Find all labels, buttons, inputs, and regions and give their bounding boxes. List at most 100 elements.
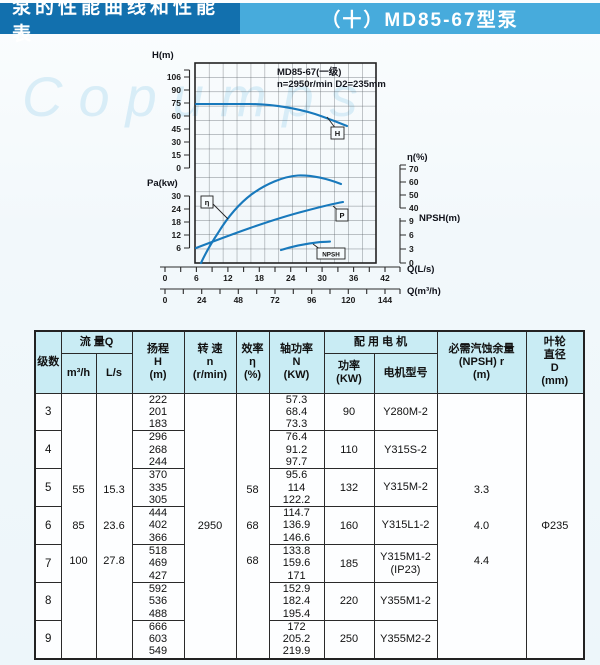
eta-axis-bracket	[399, 164, 406, 209]
pa-axis-label: Pa(kw)	[147, 178, 178, 189]
shaft-power-value: 73.3	[285, 418, 308, 431]
qls-axis-label: Q(L/s)	[407, 264, 434, 275]
head-value: 488	[148, 607, 168, 620]
tick-label: 50	[409, 190, 419, 200]
shaft-power-value: 159.6	[282, 557, 311, 570]
motor-power-cell: 90	[323, 392, 375, 432]
tick-label: 0	[163, 295, 168, 305]
col-header-shaft-power: 轴功率 N (KW)	[268, 330, 325, 394]
motor-model-cell: Y315M-2	[373, 468, 438, 508]
head-value: 536	[148, 595, 168, 608]
shaft-power-value: 152.9	[282, 582, 311, 595]
motor-power-cell: 132	[323, 468, 375, 508]
efficiency-merged-cell: 58 68 68	[235, 392, 270, 660]
tick-label: 15	[172, 150, 182, 160]
npsh-axis-ticks: 9 6 3 0	[409, 216, 414, 268]
head-value: 222	[148, 393, 168, 406]
table-row: 9 666 603 549 172 205.2 219.9 250 Y355M2…	[34, 619, 584, 660]
shaft-power-value: 133.8	[282, 545, 311, 558]
tick-label: 6	[409, 230, 414, 240]
npsh-axis-bracket	[399, 218, 406, 264]
col-header-flow-group: 流 量Q	[60, 330, 133, 354]
flow-m3h-value: 100	[69, 555, 88, 568]
tick-label: 42	[380, 273, 390, 283]
npsh-curve-label: NPSH	[322, 252, 340, 259]
performance-table: 级数 流 量Q 扬程 H (m) 转 速 n (r/min) 效率 η (%) …	[34, 330, 586, 660]
tick-label: 144	[378, 295, 392, 305]
tick-label: 36	[349, 273, 359, 283]
head-value: 366	[148, 531, 168, 544]
efficiency-value: 68	[246, 555, 259, 568]
tick-label: 60	[172, 111, 182, 121]
head-value: 549	[148, 645, 168, 658]
shaft-power-value: 122.2	[282, 493, 311, 506]
p-curve	[194, 200, 345, 250]
tick-label: 90	[172, 85, 182, 95]
tick-label: 60	[409, 177, 419, 187]
speed-value: 2950	[197, 519, 223, 532]
shaft-power-value: 57.3	[285, 393, 308, 406]
head-value: 370	[148, 469, 168, 482]
pa-axis-ticks: 30 24 18 12 6	[172, 191, 182, 253]
shaft-power-value: 171	[287, 569, 306, 582]
shaft-power-values-cell: 114.7 136.9 146.6	[268, 506, 325, 546]
qm3-axis-ticks: 0 24 48 72 96 120 144	[163, 295, 393, 305]
tick-label: 45	[172, 124, 182, 134]
head-value: 603	[148, 633, 168, 646]
tick-label: 6	[194, 273, 199, 283]
flow-m3h-merged-cell: 55 85 100	[60, 392, 97, 660]
shaft-power-value: 76.4	[285, 431, 308, 444]
qm3-axis-label: Q(m³/h)	[407, 286, 441, 297]
shaft-power-value: 68.4	[285, 405, 308, 418]
performance-table-wrap: 级数 流 量Q 扬程 H (m) 转 速 n (r/min) 效率 η (%) …	[34, 330, 586, 660]
head-value: 305	[148, 493, 168, 506]
chart-title-line2: n=2950r/min D2=235mm	[277, 79, 386, 90]
col-header-head: 扬程 H (m)	[131, 330, 185, 394]
shaft-power-values-cell: 152.9 182.4 195.4	[268, 581, 325, 621]
motor-power-cell: 250	[323, 619, 375, 660]
head-values-cell: 296 268 244	[131, 430, 185, 470]
tick-label: 24	[197, 295, 207, 305]
shaft-power-value: 95.6	[285, 469, 308, 482]
tick-label: 24	[172, 204, 182, 214]
stage-cell: 4	[34, 430, 62, 470]
table-row: 6 444 402 366 114.7 136.9 146.6 160 Y315…	[34, 506, 584, 546]
col-header-motor-group: 配 用 电 机	[323, 330, 438, 354]
motor-power-cell: 220	[323, 581, 375, 621]
table-row: 5 370 335 305 95.6 114 122.2 132 Y315M-2	[34, 468, 584, 508]
col-header-npshr: 必需汽蚀余量 (NPSH) r (m)	[436, 330, 527, 394]
npshr-value: 4.4	[473, 555, 490, 568]
col-header-motor-power: 功率 (KW)	[323, 352, 375, 394]
head-values-cell: 666 603 549	[131, 619, 185, 660]
p-curve-label: P	[339, 211, 344, 220]
chart-title-line1: MD85-67(一级)	[277, 66, 341, 78]
plot-area	[194, 62, 377, 264]
table-row: 7 518 469 427 133.8 159.6 171 185 Y315M1…	[34, 544, 584, 583]
flow-ls-value: 27.8	[103, 555, 125, 568]
motor-power-cell: 110	[323, 430, 375, 470]
shaft-power-values-cell: 133.8 159.6 171	[268, 544, 325, 583]
tick-label: 72	[270, 295, 280, 305]
header-row-sub: m³/h L/s 功率 (KW) 电机型号	[35, 352, 584, 394]
motor-power-cell: 185	[323, 544, 375, 583]
motor-power-cell: 160	[323, 506, 375, 546]
npsh-axis-label: NPSH(m)	[419, 213, 460, 224]
table-row: 3 55 85 100 15.3 23.6 27.8 222 201 183	[34, 392, 585, 660]
tick-label: 18	[172, 217, 182, 227]
head-values-cell: 518 469 427	[131, 544, 185, 583]
head-value: 427	[148, 569, 168, 582]
tick-label: 30	[172, 137, 182, 147]
stage-cell: 8	[34, 581, 62, 621]
shaft-power-values-cell: 95.6 114 122.2	[268, 468, 325, 508]
tick-label: 0	[176, 163, 181, 173]
title-bar: 泵的性能曲线和性能表 （十）MD85-67型泵	[0, 0, 600, 45]
tick-label: 75	[172, 98, 182, 108]
shaft-power-value: 205.2	[282, 633, 311, 646]
shaft-power-value: 97.7	[285, 455, 308, 468]
tick-label: 40	[409, 203, 419, 213]
efficiency-value: 68	[246, 519, 259, 532]
shaft-power-value: 136.9	[282, 519, 311, 532]
eta-curve-label: η	[205, 198, 210, 207]
motor-model-cell: Y355M1-2	[373, 581, 438, 621]
shaft-power-value: 219.9	[282, 645, 311, 658]
